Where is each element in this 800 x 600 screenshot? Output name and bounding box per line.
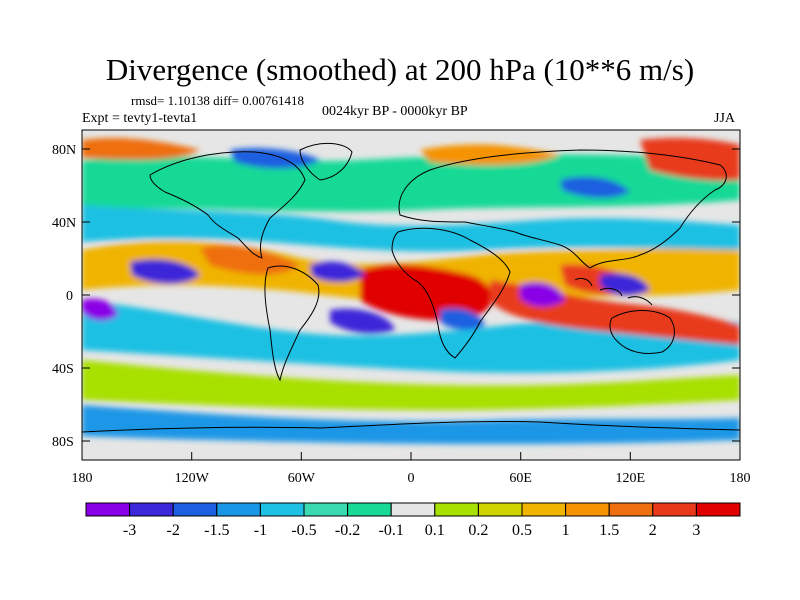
colorbar-swatch xyxy=(521,502,567,517)
colorbar-label: 1.5 xyxy=(599,522,619,539)
latitude-labels: 80N 40N 0 40S 80S xyxy=(52,143,76,450)
colorbar-labels: -3 -2 -1.5 -1 -0.5 -0.2 -0.1 0.1 0.2 0.5 1 1.5 2 3 xyxy=(123,522,700,539)
coastlines xyxy=(82,143,740,433)
colorbar-swatch xyxy=(434,502,479,517)
colorbar-label: -1.5 xyxy=(204,522,229,539)
colorbar-label: 3 xyxy=(692,522,700,539)
colorbar-swatch xyxy=(565,502,610,517)
colorbar-label: -0.5 xyxy=(291,522,316,539)
colorbar-label: 0.1 xyxy=(425,522,445,539)
divergence-field xyxy=(82,130,740,460)
lon-label: 180 xyxy=(72,471,93,486)
colorbar-label: -2 xyxy=(167,522,180,539)
lon-label: 60E xyxy=(509,471,532,486)
colorbar xyxy=(85,502,741,517)
lon-label: 60W xyxy=(288,471,316,486)
colorbar-swatch xyxy=(303,502,349,517)
latitude-axis xyxy=(82,148,740,442)
lon-label: 120W xyxy=(175,471,210,486)
season-label: JJA xyxy=(714,111,736,126)
stats-text: rmsd= 1.10138 diff= 0.00761418 xyxy=(131,93,304,108)
colorbar-label: -0.1 xyxy=(379,522,404,539)
colorbar-swatch xyxy=(259,502,305,517)
colorbar-label: -1 xyxy=(254,522,267,539)
colorbar-swatch xyxy=(172,502,218,517)
lon-label: 180 xyxy=(730,471,751,486)
colorbar-swatch xyxy=(695,502,741,517)
colorbar-swatch xyxy=(129,502,174,517)
lat-label: 80S xyxy=(52,435,74,450)
plot-title: Divergence (smoothed) at 200 hPa (10**6 … xyxy=(105,52,695,87)
colorbar-label: 2 xyxy=(649,522,657,539)
colorbar-swatch xyxy=(390,502,436,517)
colorbar-swatch xyxy=(347,502,392,517)
lat-label: 0 xyxy=(66,289,73,304)
lon-label: 120E xyxy=(616,471,646,486)
lat-label: 40N xyxy=(52,216,76,231)
lat-label: 40S xyxy=(52,362,74,377)
colorbar-swatch xyxy=(652,502,697,517)
longitude-labels: 180 120W 60W 0 60E 120E 180 xyxy=(72,471,751,486)
colorbar-swatch xyxy=(85,502,131,517)
colorbar-label: 0.2 xyxy=(468,522,488,539)
colorbar-label: 0.5 xyxy=(512,522,532,539)
longitude-axis xyxy=(81,452,741,460)
lat-label: 80N xyxy=(52,143,76,158)
colorbar-swatch xyxy=(477,502,523,517)
period-label: 0024kyr BP - 0000kyr BP xyxy=(322,104,468,119)
colorbar-swatch xyxy=(608,502,654,517)
colorbar-label: -3 xyxy=(123,522,136,539)
colorbar-swatch xyxy=(216,502,261,517)
lon-label: 0 xyxy=(408,471,415,486)
experiment-label: Expt = tevty1-tevta1 xyxy=(82,111,198,126)
colorbar-label: 1 xyxy=(562,522,570,539)
colorbar-label: -0.2 xyxy=(335,522,360,539)
